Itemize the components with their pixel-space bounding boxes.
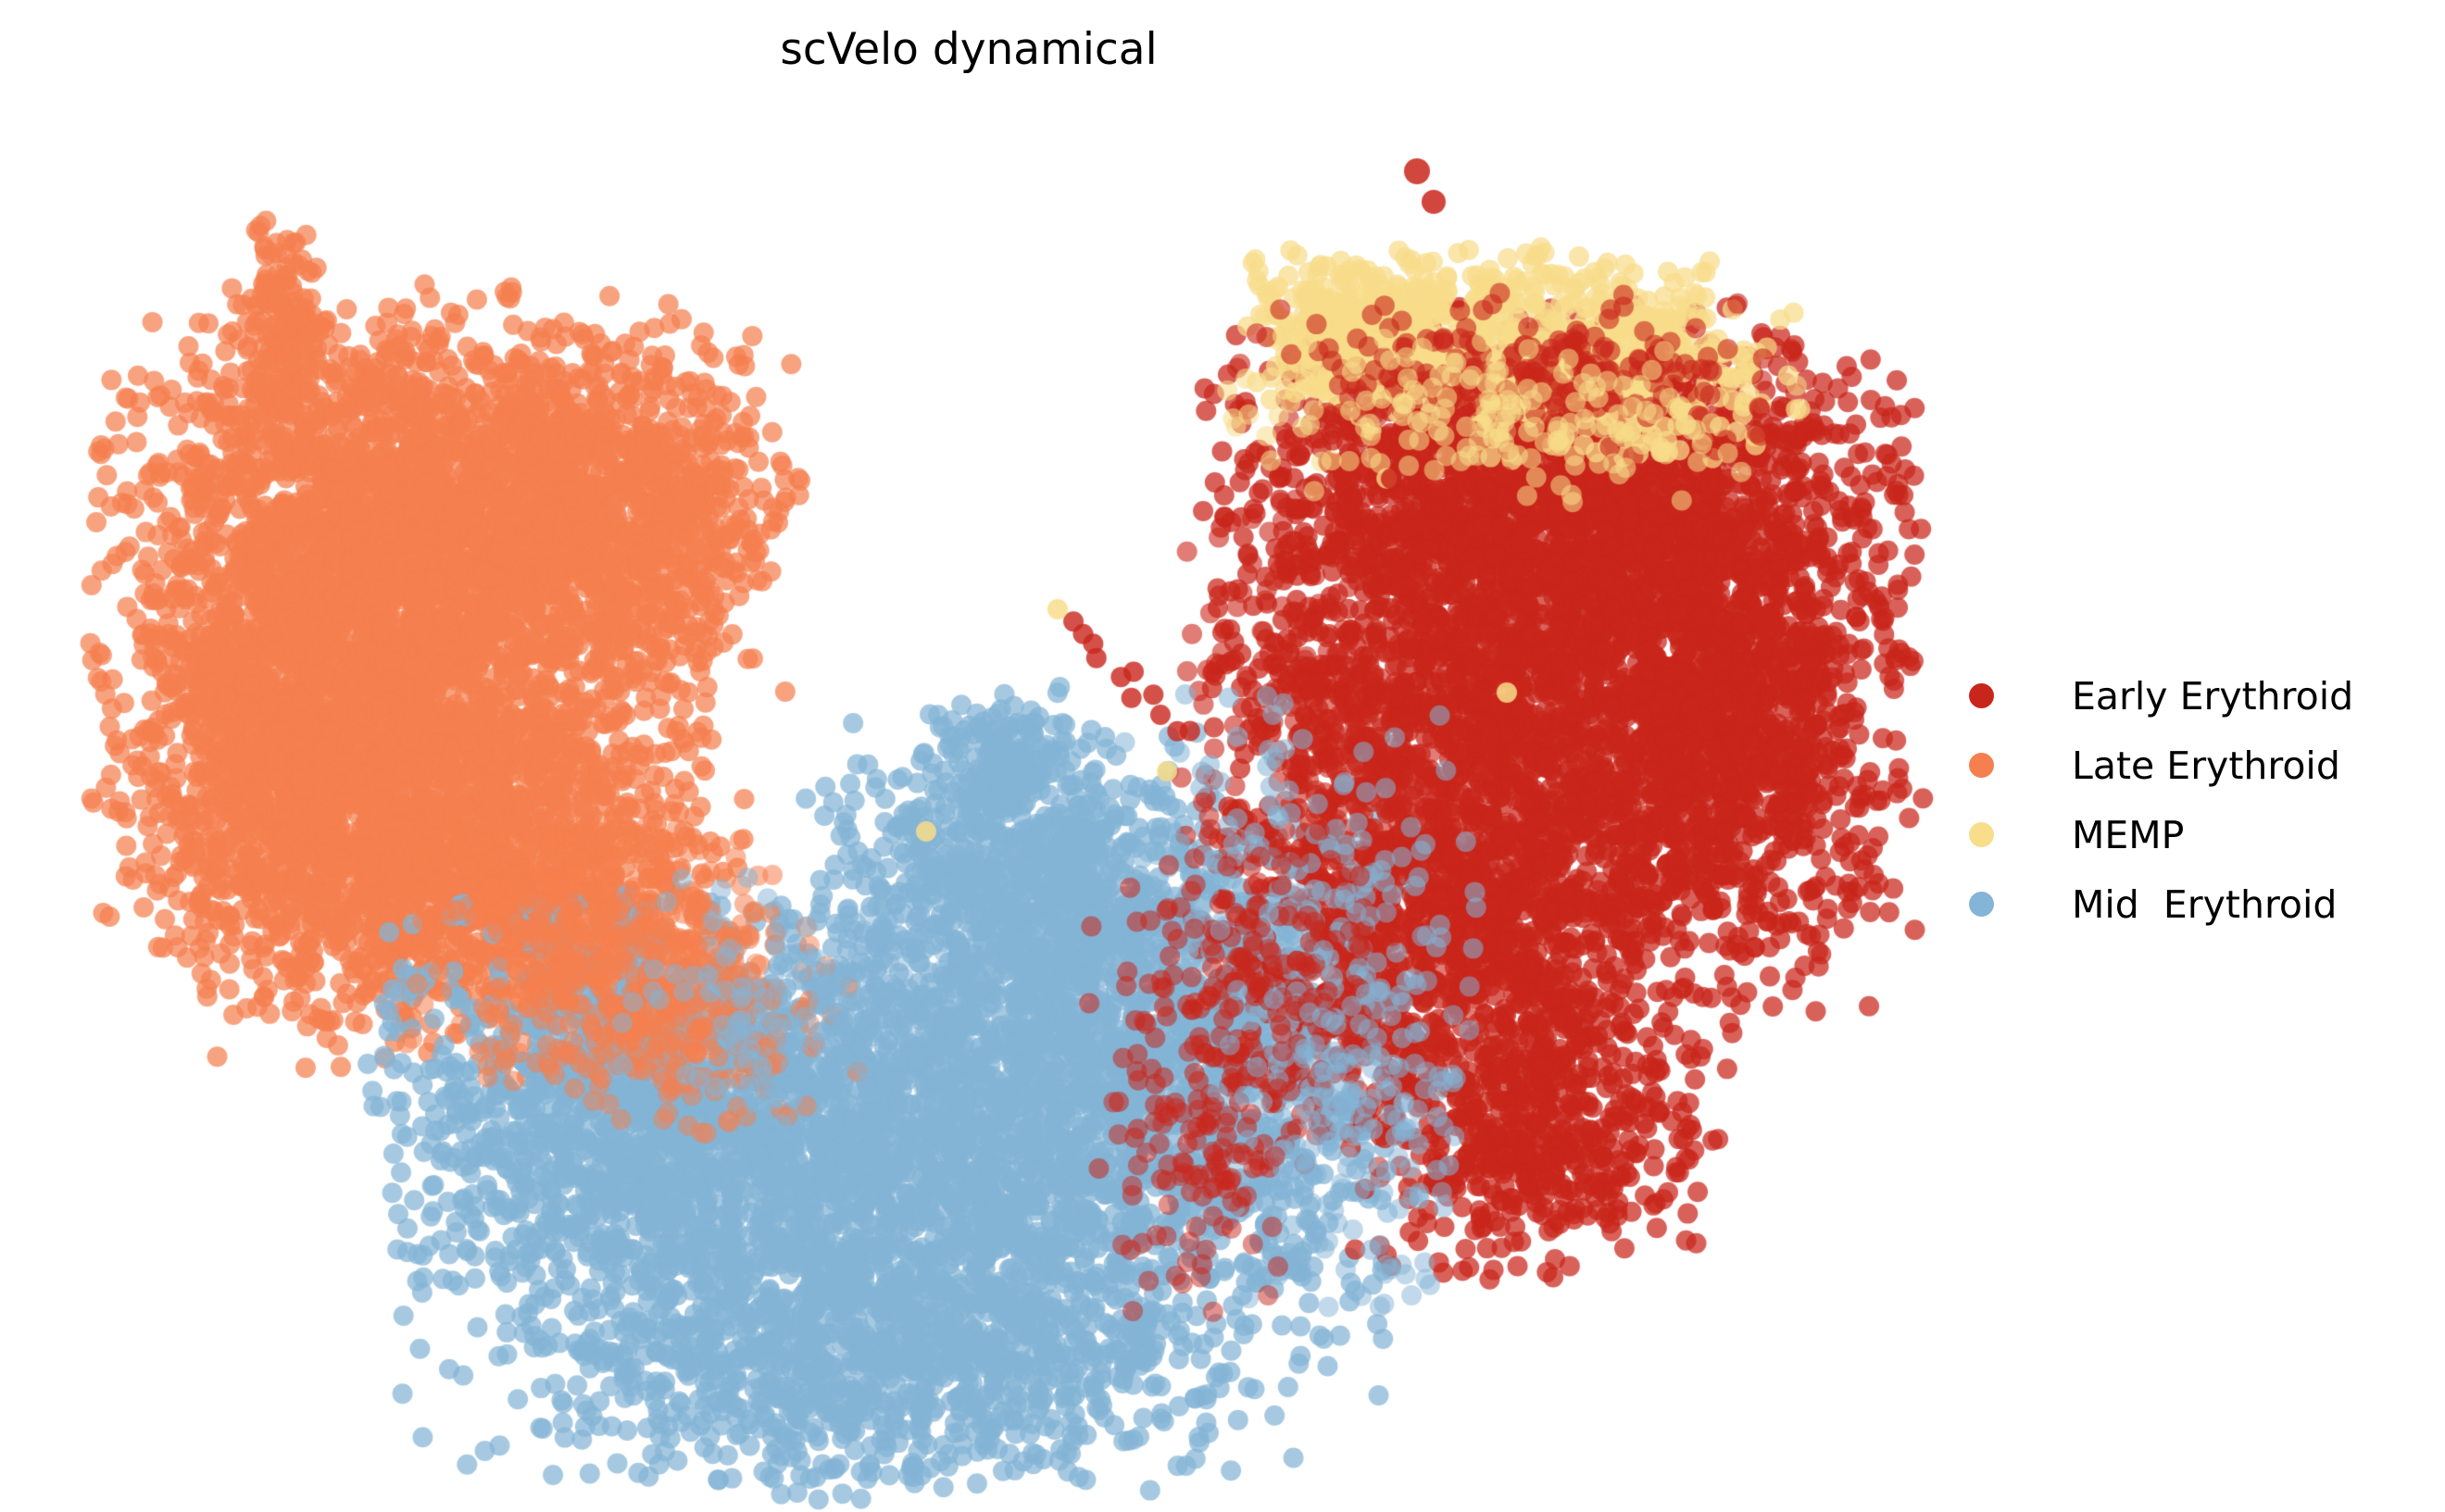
chart-title: scVelo dynamical [780, 24, 1158, 75]
legend-item-label: Mid Erythroid [2072, 881, 2338, 927]
legend-item: Mid Erythroid [1952, 869, 2353, 939]
legend-item: Late Erythroid [1952, 731, 2353, 800]
legend: Early Erythroid Late Erythroid MEMP Mid Ery… [1952, 661, 2353, 939]
legend-item-label: Late Erythroid [2072, 743, 2340, 788]
legend-item: Early Erythroid [1952, 661, 2353, 731]
legend-marker-icon [1969, 683, 1994, 708]
legend-marker-icon [1969, 892, 1994, 917]
legend-item: MEMP [1952, 800, 2353, 869]
legend-item-label: Early Erythroid [2072, 673, 2354, 719]
legend-item-label: MEMP [2072, 812, 2185, 857]
legend-marker-icon [1969, 822, 1994, 847]
legend-marker-icon [1969, 753, 1994, 778]
